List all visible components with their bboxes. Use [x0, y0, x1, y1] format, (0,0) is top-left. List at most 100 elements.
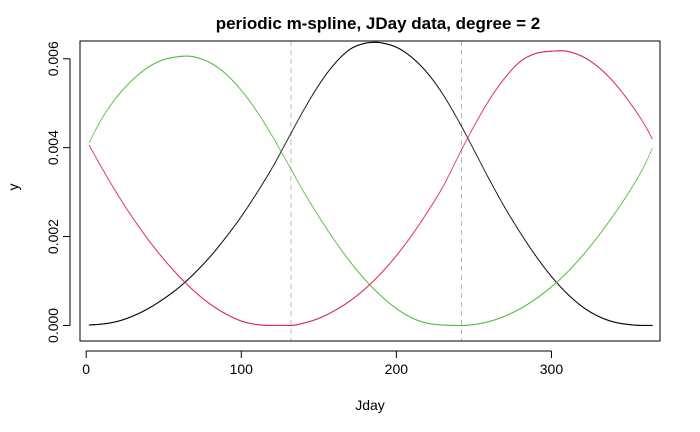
series-2-point-281: [241, 320, 243, 322]
series-1-point-1008: [635, 179, 637, 181]
series-1-point-770: [506, 314, 508, 316]
series-0-point-867: [559, 285, 561, 287]
series-0-point-594: [411, 56, 413, 58]
series-2-point-0: [88, 144, 90, 146]
series-1-point-361: [284, 158, 286, 160]
series-1-point-127: [157, 61, 159, 63]
series-2-point-861: [556, 50, 558, 52]
series-1-point-262: [231, 78, 233, 80]
series-1-point-343: [274, 141, 276, 143]
series-1-point-419: [316, 212, 318, 214]
series-2-point-674: [454, 162, 456, 164]
series-1-point-97: [141, 71, 143, 73]
series-0-point-113: [150, 306, 152, 308]
series-0-point-336: [271, 168, 273, 170]
series-1-point-481: [349, 261, 351, 263]
series-1-point-715: [476, 323, 478, 325]
series-0-point-108: [147, 308, 149, 310]
series-1-point-28: [104, 113, 105, 115]
series-2-point-413: [312, 319, 314, 321]
series-1-point-644: [438, 324, 440, 326]
series-0-point-660: [447, 101, 449, 103]
series-2-point-766: [504, 77, 506, 79]
series-0-point-93: [139, 312, 141, 314]
series-0-point-907: [581, 305, 583, 307]
series-2-point-599: [413, 231, 415, 233]
series-1-point-48: [114, 98, 116, 100]
series-1-point-284: [242, 92, 244, 94]
series-2-point-302: [252, 323, 254, 325]
series-1-point-784: [514, 311, 516, 313]
series-1-point-183: [188, 55, 190, 57]
series-0-point-469: [343, 53, 345, 55]
series-2-point-417: [315, 319, 317, 321]
series-0-point-711: [474, 151, 476, 153]
series-0-point-868: [559, 286, 561, 288]
series-2-point-472: [345, 303, 346, 305]
series-1-point-397: [304, 193, 306, 195]
series-0-point-606: [417, 62, 419, 64]
series-2-point-205: [200, 296, 202, 298]
series-2-point-1031: [648, 132, 650, 134]
series-2-point-552: [388, 264, 390, 266]
series-2-point-141: [165, 261, 167, 263]
series-0-point-147: [168, 294, 170, 296]
series-1-point-530: [376, 291, 378, 293]
series-2-point-1013: [638, 115, 640, 117]
series-1-point-393: [302, 189, 304, 191]
series-1-point-121: [154, 62, 156, 64]
series-1-point-968: [614, 212, 616, 214]
series-1-point-932: [594, 239, 596, 241]
series-1-point-1016: [640, 171, 642, 173]
series-2-point-666: [450, 170, 452, 172]
series-1-point-159: [175, 56, 177, 58]
series-1-point-285: [243, 93, 245, 95]
series-0-point-592: [410, 55, 412, 57]
series-2-point-615: [422, 218, 424, 220]
series-0-point-429: [321, 79, 323, 81]
series-1-point-314: [259, 115, 261, 117]
series-2-point-480: [349, 300, 351, 302]
series-1-point-836: [542, 293, 544, 295]
series-0-point-66: [124, 318, 126, 320]
series-0-point-295: [248, 203, 250, 205]
series-2-point-426: [320, 317, 322, 319]
series-0-point-633: [432, 79, 434, 81]
series-2-point-291: [246, 322, 248, 324]
series-2-point-562: [393, 257, 395, 259]
series-0-point-628: [429, 75, 431, 77]
series-2-point-617: [423, 216, 425, 218]
series-0-point-276: [238, 219, 240, 221]
series-1-point-984: [622, 200, 624, 202]
series-0-point-557: [391, 44, 393, 46]
series-1-point-272: [236, 84, 238, 86]
series-1-point-925: [590, 244, 592, 246]
series-2-point-131: [159, 254, 161, 256]
series-1-point-981: [621, 202, 623, 204]
series-1-point-111: [149, 65, 151, 67]
series-0-point-869: [560, 286, 562, 288]
series-2-point-162: [176, 273, 178, 275]
series-1-point-509: [365, 279, 367, 281]
series-0-point-719: [479, 160, 481, 162]
series-0-point-400: [305, 104, 307, 106]
series-0-point-528: [375, 41, 377, 43]
series-1-point-639: [435, 324, 437, 326]
series-0-point-395: [303, 109, 305, 111]
series-2-point-992: [627, 99, 629, 101]
series-0-point-763: [502, 204, 504, 206]
series-0-point-187: [190, 276, 192, 278]
series-2-point-323: [264, 324, 266, 326]
series-2-point-243: [220, 310, 222, 312]
series-1-point-978: [619, 205, 621, 207]
series-1-point-16: [97, 124, 99, 126]
series-0-point-444: [329, 68, 331, 70]
series-0-point-343: [274, 161, 276, 163]
series-2-point-61: [121, 201, 123, 203]
series-1-point-696: [466, 324, 468, 326]
series-1-point-607: [418, 320, 420, 322]
series-2-point-636: [434, 200, 436, 202]
series-1-point-567: [396, 308, 398, 310]
series-1-point-220: [208, 61, 210, 63]
series-1-point-898: [576, 261, 578, 263]
